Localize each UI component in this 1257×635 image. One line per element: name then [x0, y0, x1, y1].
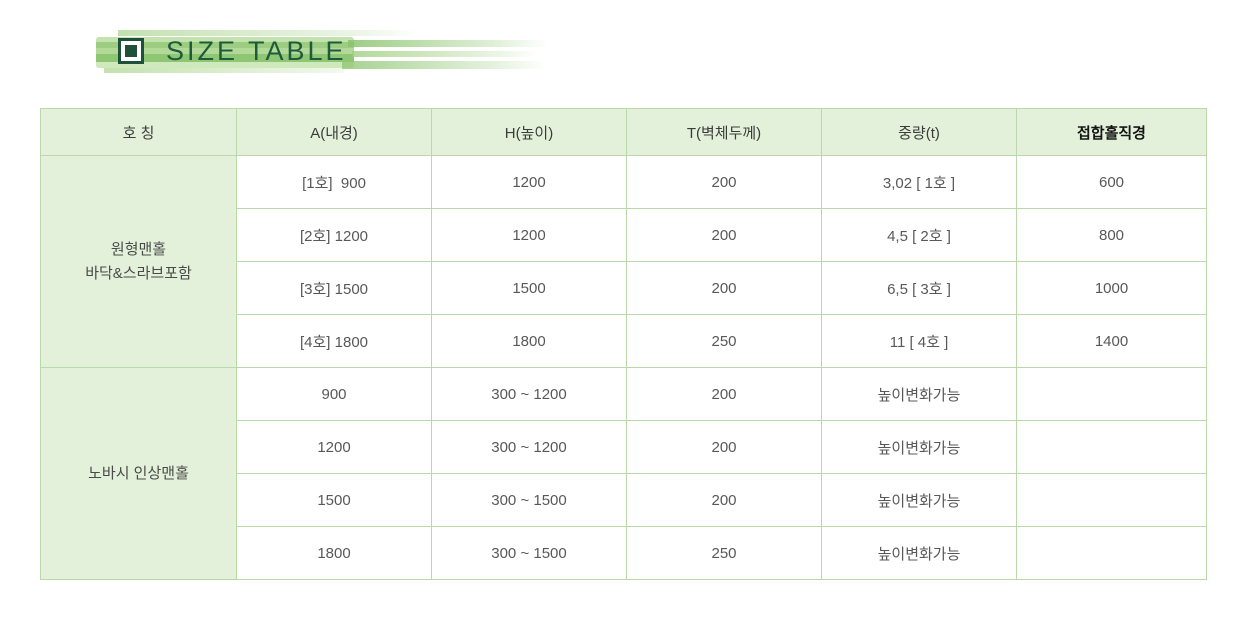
table-cell: 200 [626, 473, 822, 527]
table-cell: 높이변화가능 [821, 526, 1017, 580]
table-cell [1016, 367, 1207, 421]
column-header-inner-diameter: A(내경) [236, 108, 432, 156]
table-row: 1800 300 ~ 1500 250 높이변화가능 [41, 526, 1207, 580]
table-cell: 3,02 [ 1호 ] [821, 155, 1017, 209]
page-title-block: SIZE TABLE [96, 28, 548, 80]
table-cell: [1호] 900 [236, 155, 432, 209]
table-cell: 300 ~ 1500 [431, 473, 627, 527]
square-bullet-icon [118, 38, 144, 64]
table-row: 1200 300 ~ 1200 200 높이변화가능 [41, 420, 1207, 474]
table-cell: 300 ~ 1500 [431, 526, 627, 580]
row-group-label-nobashi-manhole: 노바시 인상맨홀 [40, 367, 237, 580]
table-cell: 높이변화가능 [821, 473, 1017, 527]
table-row: 1500 300 ~ 1500 200 높이변화가능 [41, 473, 1207, 527]
table-cell: 200 [626, 155, 822, 209]
table-cell: 1400 [1016, 314, 1207, 368]
column-header-wall-thickness: T(벽체두께) [626, 108, 822, 156]
table-row: 원형맨홀 바닥&스라브포함 [1호] 900 1200 200 3,02 [ 1… [40, 155, 1207, 368]
table-cell: 11 [ 4호 ] [821, 314, 1017, 368]
table-cell: 200 [626, 261, 822, 315]
table-cell: 300 ~ 1200 [431, 420, 627, 474]
table-cell: 1200 [431, 155, 627, 209]
brush-stroke [352, 51, 537, 57]
row-group-label-circular-manhole: 원형맨홀 바닥&스라브포함 [40, 155, 237, 368]
table-cell [1016, 473, 1207, 527]
brush-stroke [104, 68, 344, 73]
table-cell: 600 [1016, 155, 1207, 209]
table-cell: 1800 [236, 526, 432, 580]
column-header-joint-hole-diameter: 접합홀직경 [1016, 108, 1207, 156]
size-table: 호 칭 A(내경) H(높이) T(벽체두께) 중량(t) 접합홀직경 원형맨홀… [40, 108, 1207, 580]
brush-stroke [342, 61, 547, 69]
page-title: SIZE TABLE [166, 36, 347, 66]
table-cell: [3호] 1500 [236, 261, 432, 315]
table-cell: 높이변화가능 [821, 367, 1017, 421]
table-cell [1016, 420, 1207, 474]
table-cell: 200 [626, 420, 822, 474]
table-row: [3호] 1500 1500 200 6,5 [ 3호 ] 1000 [41, 261, 1207, 315]
table-cell: 1000 [1016, 261, 1207, 315]
table-cell: 높이변화가능 [821, 420, 1017, 474]
table-cell: 300 ~ 1200 [431, 367, 627, 421]
table-cell [1016, 526, 1207, 580]
table-cell: [4호] 1800 [236, 314, 432, 368]
column-header-weight: 중량(t) [821, 108, 1017, 156]
table-cell: 4,5 [ 2호 ] [821, 208, 1017, 262]
table-cell: 200 [626, 208, 822, 262]
table-row: 노바시 인상맨홀 900 300 ~ 1200 200 높이변화가능 [40, 367, 1207, 580]
table-cell: 800 [1016, 208, 1207, 262]
table-cell: 900 [236, 367, 432, 421]
table-cell: 1800 [431, 314, 627, 368]
table-cell: [2호] 1200 [236, 208, 432, 262]
column-header-height: H(높이) [431, 108, 627, 156]
table-cell: 1200 [236, 420, 432, 474]
column-header-name: 호 칭 [40, 108, 237, 156]
table-cell: 250 [626, 314, 822, 368]
table-cell: 1200 [431, 208, 627, 262]
table-row: [2호] 1200 1200 200 4,5 [ 2호 ] 800 [41, 208, 1207, 262]
brush-stroke [348, 40, 548, 47]
table-cell: 6,5 [ 3호 ] [821, 261, 1017, 315]
table-cell: 1500 [431, 261, 627, 315]
header-row: 호 칭 A(내경) H(높이) T(벽체두께) 중량(t) 접합홀직경 [40, 108, 1207, 156]
table-row: [4호] 1800 1800 250 11 [ 4호 ] 1400 [41, 314, 1207, 368]
table-cell: 250 [626, 526, 822, 580]
table-cell: 200 [626, 367, 822, 421]
table-cell: 1500 [236, 473, 432, 527]
